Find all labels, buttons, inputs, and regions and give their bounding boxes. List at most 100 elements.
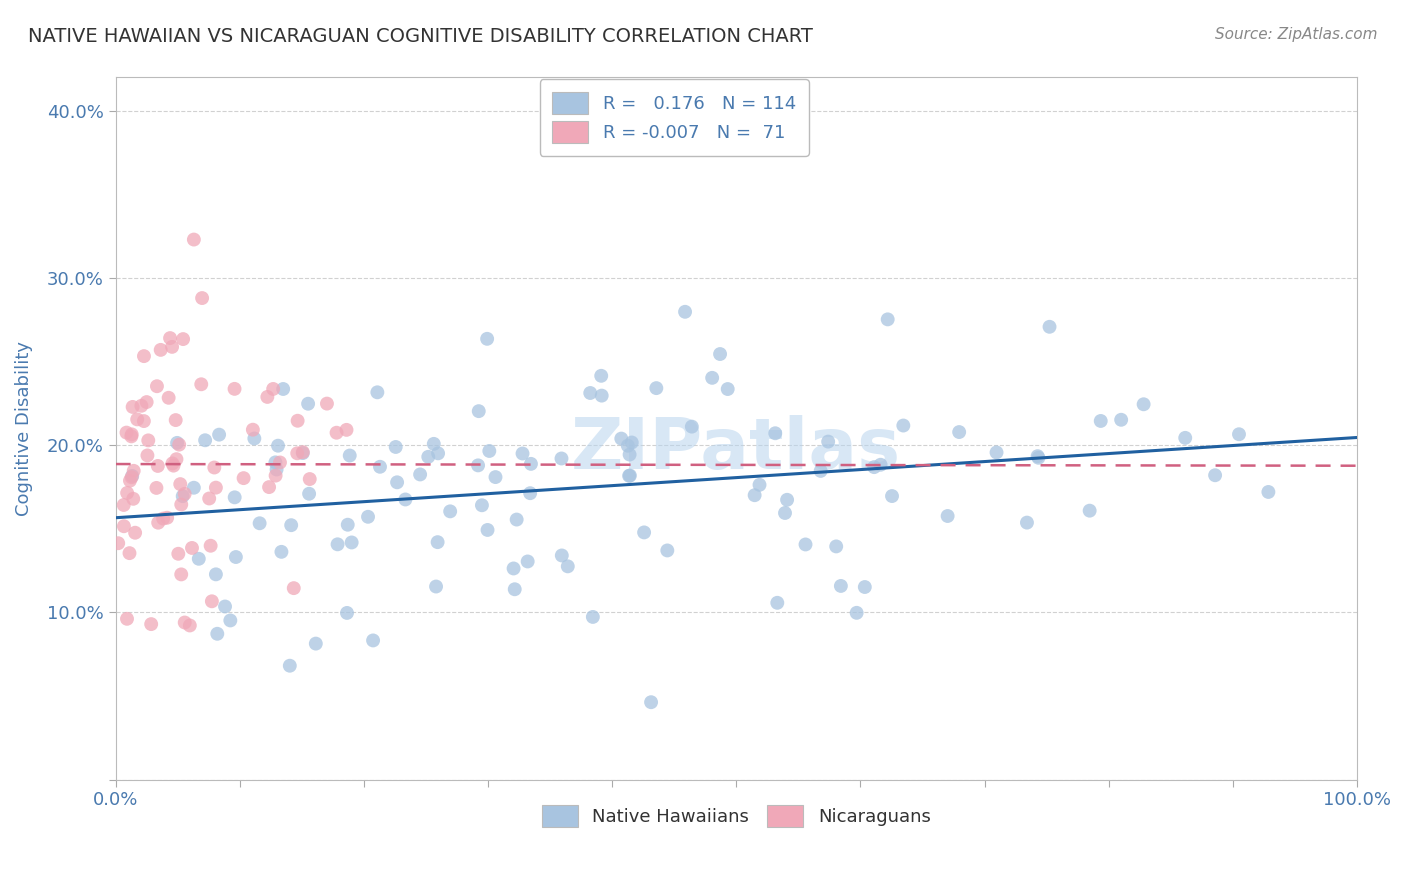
Point <box>326 537 349 551</box>
Point <box>141 617 163 632</box>
Point <box>1028 450 1050 465</box>
Point <box>986 445 1008 459</box>
Point <box>467 458 489 473</box>
Point <box>121 400 143 414</box>
Y-axis label: Cognitive Disability: Cognitive Disability <box>15 341 32 516</box>
Point <box>366 385 388 400</box>
Point <box>1174 431 1197 445</box>
Point <box>118 474 141 488</box>
Point <box>339 449 361 463</box>
Point <box>205 481 228 495</box>
Point <box>198 491 221 506</box>
Point <box>269 455 291 469</box>
Point <box>766 596 789 610</box>
Point <box>146 458 169 473</box>
Point <box>579 386 602 401</box>
Point <box>810 464 832 478</box>
Point <box>173 615 195 630</box>
Point <box>418 450 440 464</box>
Point <box>169 477 191 491</box>
Point <box>1109 413 1132 427</box>
Point <box>172 489 194 503</box>
Point <box>271 382 294 396</box>
Point <box>115 612 138 626</box>
Point <box>316 396 339 410</box>
Point <box>291 446 314 460</box>
Point <box>201 594 224 608</box>
Point <box>256 390 278 404</box>
Point <box>135 395 157 409</box>
Text: ZIPatlas: ZIPatlas <box>571 415 901 484</box>
Point <box>368 459 391 474</box>
Point <box>136 449 159 463</box>
Point <box>853 580 876 594</box>
Point <box>394 492 416 507</box>
Point <box>478 444 501 458</box>
Point <box>484 470 506 484</box>
Point <box>773 506 796 520</box>
Point <box>325 425 347 440</box>
Point <box>202 460 225 475</box>
Point <box>121 469 143 483</box>
Point <box>657 543 679 558</box>
Point <box>550 451 572 466</box>
Point <box>166 452 188 467</box>
Point <box>1078 503 1101 517</box>
Point <box>468 404 491 418</box>
Point <box>249 516 271 531</box>
Point <box>336 517 359 532</box>
Point <box>1015 516 1038 530</box>
Point <box>170 567 193 582</box>
Point <box>1038 319 1060 334</box>
Point <box>172 332 194 346</box>
Point <box>336 606 359 620</box>
Point <box>187 551 209 566</box>
Point <box>121 470 143 484</box>
Point <box>121 427 143 442</box>
Point <box>298 487 321 501</box>
Point <box>122 491 145 506</box>
Point <box>335 423 357 437</box>
Point <box>1132 397 1154 411</box>
Point <box>475 332 498 346</box>
Point <box>214 599 236 614</box>
Point <box>425 580 447 594</box>
Point <box>232 471 254 485</box>
Point <box>115 486 138 500</box>
Point <box>298 472 321 486</box>
Point <box>748 478 770 492</box>
Point <box>519 486 541 500</box>
Point <box>167 547 190 561</box>
Point <box>287 414 309 428</box>
Point <box>610 432 633 446</box>
Point <box>471 498 494 512</box>
Point <box>166 435 188 450</box>
Point <box>1204 468 1226 483</box>
Point <box>869 458 891 472</box>
Point <box>179 618 201 632</box>
Point <box>477 523 499 537</box>
Point <box>208 427 231 442</box>
Point <box>505 512 527 526</box>
Point <box>617 439 640 453</box>
Point <box>825 540 848 554</box>
Point <box>280 518 302 533</box>
Point <box>264 455 287 469</box>
Point <box>173 487 195 501</box>
Point <box>257 480 280 494</box>
Point <box>357 509 380 524</box>
Point <box>162 457 184 471</box>
Point <box>190 377 212 392</box>
Point <box>876 312 898 326</box>
Point <box>863 460 886 475</box>
Point <box>219 614 242 628</box>
Point <box>191 291 214 305</box>
Point <box>225 549 247 564</box>
Point <box>512 446 534 460</box>
Point <box>617 468 640 483</box>
Point <box>830 579 852 593</box>
Point <box>426 535 449 549</box>
Point <box>136 434 159 448</box>
Point <box>120 429 142 443</box>
Point <box>118 546 141 560</box>
